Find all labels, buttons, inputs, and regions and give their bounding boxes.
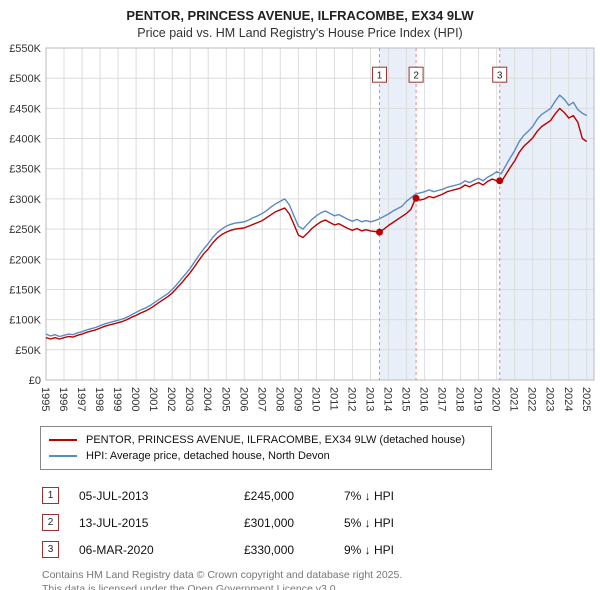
- chart-legend: PENTOR, PRINCESS AVENUE, ILFRACOMBE, EX3…: [40, 426, 492, 470]
- svg-text:2004: 2004: [201, 387, 213, 411]
- svg-text:2007: 2007: [255, 387, 267, 411]
- svg-text:2012: 2012: [345, 387, 357, 411]
- x-axis-labels: 1995 1996 1997 1998 1999 2000 2001 2002 2003 2004…: [39, 387, 592, 411]
- svg-text:2008: 2008: [273, 387, 285, 411]
- svg-text:£150K: £150K: [9, 285, 41, 297]
- legend-row-hpi: HPI: Average price, detached house, Nort…: [49, 448, 483, 464]
- transaction-row: 1 05-JUL-2013 £245,000 7% ↓ HPI: [42, 482, 600, 509]
- svg-text:£100K: £100K: [9, 315, 41, 327]
- svg-text:2020: 2020: [490, 387, 502, 411]
- sale-period-shading: [379, 48, 417, 380]
- transaction-hpi-delta: 7% ↓ HPI: [344, 488, 395, 503]
- svg-text:£400K: £400K: [9, 134, 41, 146]
- sale-number-badge: [408, 66, 424, 83]
- footer-line-1: Contains HM Land Registry data © Crown c…: [42, 569, 403, 581]
- svg-text:2016: 2016: [418, 387, 430, 411]
- transaction-date: 13-JUL-2015: [79, 515, 149, 530]
- svg-text:2005: 2005: [219, 387, 231, 411]
- transaction-number-badge: 3: [42, 541, 59, 558]
- svg-text:£550K: £550K: [9, 43, 41, 55]
- transaction-hpi-delta: 5% ↓ HPI: [344, 515, 395, 530]
- svg-text:£200K: £200K: [9, 254, 41, 266]
- svg-text:2002: 2002: [165, 387, 177, 411]
- svg-text:2003: 2003: [183, 387, 195, 411]
- hpi-line-swatch: [49, 455, 77, 457]
- svg-text:2024: 2024: [562, 387, 574, 411]
- license-footer: Contains HM Land Registry data © Crown c…: [42, 569, 600, 590]
- transaction-row: 3 06-MAR-2020 £330,000 9% ↓ HPI: [42, 536, 600, 563]
- sale-number-label: 1: [377, 71, 383, 82]
- svg-text:2010: 2010: [309, 387, 321, 411]
- svg-text:2006: 2006: [237, 387, 249, 411]
- svg-text:1998: 1998: [93, 387, 105, 411]
- sale-period-shading: [499, 48, 594, 380]
- transaction-price: £330,000: [244, 542, 295, 557]
- svg-text:1997: 1997: [75, 387, 87, 411]
- legend-row-property: PENTOR, PRINCESS AVENUE, ILFRACOMBE, EX3…: [49, 432, 483, 448]
- page-title: PENTOR, PRINCESS AVENUE, ILFRACOMBE, EX3…: [126, 8, 474, 23]
- y-axis-labels: £0 £50K £100K £150K £200K £250K £300K £350K £400…: [9, 43, 41, 387]
- footer-line-2: This data is licensed under the Open Gov…: [42, 582, 339, 590]
- sale-point: [376, 228, 383, 236]
- svg-text:2017: 2017: [436, 387, 448, 411]
- chart-subtitle: Price paid vs. HM Land Registry's House …: [137, 26, 463, 40]
- svg-text:1995: 1995: [39, 387, 51, 411]
- chart-canvas: £0 £50K £100K £150K £200K £250K £300K £350K £400…: [9, 43, 595, 411]
- svg-text:2018: 2018: [454, 387, 466, 411]
- svg-text:1999: 1999: [111, 387, 123, 411]
- hpi-line: [45, 94, 588, 338]
- svg-text:2025: 2025: [580, 387, 592, 411]
- transaction-date: 05-JUL-2013: [79, 488, 149, 503]
- svg-text:£500K: £500K: [9, 73, 41, 85]
- transaction-hpi-delta: 9% ↓ HPI: [344, 542, 395, 557]
- svg-text:£350K: £350K: [9, 164, 41, 176]
- svg-text:£0: £0: [29, 375, 41, 387]
- sale-number-label: 2: [413, 71, 419, 82]
- sale-point: [496, 177, 504, 185]
- transaction-number-badge: 2: [42, 514, 59, 531]
- sale-point: [412, 194, 420, 202]
- svg-text:£250K: £250K: [9, 224, 41, 236]
- property-line-swatch: [49, 439, 77, 441]
- svg-text:£300K: £300K: [9, 194, 41, 206]
- svg-text:2014: 2014: [382, 387, 394, 411]
- svg-text:2022: 2022: [526, 387, 538, 411]
- svg-text:2000: 2000: [129, 387, 141, 411]
- legend-label-property: PENTOR, PRINCESS AVENUE, ILFRACOMBE, EX3…: [86, 434, 466, 446]
- svg-text:2013: 2013: [364, 387, 376, 411]
- svg-text:2015: 2015: [400, 387, 412, 411]
- svg-text:1996: 1996: [57, 387, 69, 411]
- svg-text:2011: 2011: [327, 387, 339, 411]
- sale-number-badge: [492, 66, 508, 83]
- transaction-price: £301,000: [244, 515, 295, 530]
- transaction-date: 06-MAR-2020: [79, 542, 154, 557]
- svg-text:2023: 2023: [544, 387, 556, 411]
- sale-number-badge: [372, 66, 387, 83]
- sale-number-label: 3: [497, 71, 503, 82]
- svg-text:2019: 2019: [472, 387, 484, 411]
- svg-text:2009: 2009: [291, 387, 303, 411]
- svg-text:2021: 2021: [508, 387, 520, 411]
- transaction-price: £245,000: [244, 488, 295, 503]
- transactions-table: 1 05-JUL-2013 £245,000 7% ↓ HPI 2 13-JUL…: [42, 482, 600, 563]
- legend-label-hpi: HPI: Average price, detached house, Nort…: [86, 450, 330, 462]
- svg-text:£450K: £450K: [9, 103, 41, 115]
- svg-text:2001: 2001: [147, 387, 159, 411]
- transaction-row: 2 13-JUL-2015 £301,000 5% ↓ HPI: [42, 509, 600, 536]
- price-history-chart: £0 £50K £100K £150K £200K £250K £300K £350K £400…: [0, 42, 600, 424]
- svg-text:£50K: £50K: [15, 345, 41, 357]
- transaction-number-badge: 1: [42, 487, 59, 504]
